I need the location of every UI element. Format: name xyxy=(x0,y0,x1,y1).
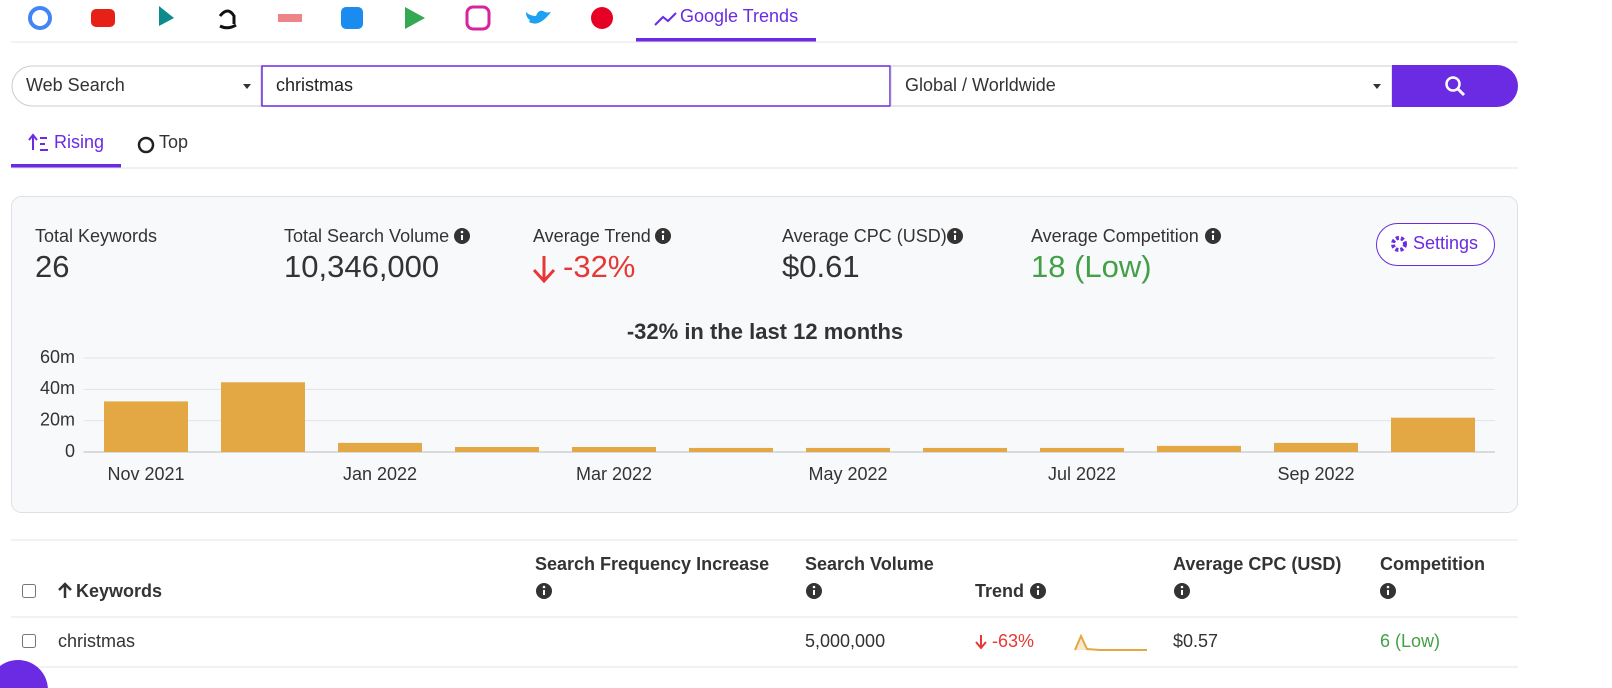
bar xyxy=(455,446,539,452)
stat-label: Total Keywords xyxy=(35,226,157,246)
chat-button[interactable] xyxy=(0,660,48,688)
column-header[interactable]: Search Volume xyxy=(805,554,934,574)
rising-icon xyxy=(28,133,48,151)
bar xyxy=(221,382,305,452)
x-tick-label: Sep 2022 xyxy=(1277,464,1354,484)
x-tick-label: Mar 2022 xyxy=(576,464,652,484)
mode-underline xyxy=(11,164,121,168)
column-header[interactable]: Trend xyxy=(975,581,1024,601)
y-tick-label: 0 xyxy=(65,441,75,461)
tab-underline xyxy=(636,38,816,42)
bar xyxy=(1391,417,1475,452)
stat-value: 10,346,000 xyxy=(284,249,439,284)
checkbox[interactable] xyxy=(22,584,36,598)
instagram-icon[interactable] xyxy=(465,5,491,31)
sort-icon xyxy=(58,582,72,598)
column-header[interactable]: Competition xyxy=(1380,554,1485,574)
info-icon xyxy=(1036,585,1040,589)
gear-icon xyxy=(1391,236,1407,252)
twitter-icon[interactable] xyxy=(526,10,551,24)
down-arrow xyxy=(975,635,987,650)
info-icon xyxy=(812,585,816,589)
down-arrow xyxy=(532,256,556,284)
location[interactable]: Global / Worldwide xyxy=(905,75,1056,95)
search-type[interactable]: Web Search xyxy=(26,75,125,95)
stats: Total Keywords 26 Total Search Volume 10,34… xyxy=(35,226,1221,284)
search-icon xyxy=(1456,87,1466,97)
mode-tab[interactable]: Top xyxy=(159,132,188,152)
info-icon xyxy=(1180,585,1184,589)
fire-icon xyxy=(137,136,155,154)
stat-label: Average Competition xyxy=(1031,226,1199,246)
info-icon xyxy=(460,230,464,234)
bar xyxy=(338,442,422,452)
appstore-icon[interactable] xyxy=(341,7,363,29)
search-type-select[interactable] xyxy=(11,65,262,107)
caret xyxy=(1373,84,1381,89)
search-button[interactable] xyxy=(1392,65,1518,107)
stat-label: Average Trend xyxy=(533,226,651,246)
bar xyxy=(923,447,1007,452)
stat-value: $0.61 xyxy=(782,249,860,284)
play-icon[interactable] xyxy=(405,7,425,29)
x-tick-label: May 2022 xyxy=(808,464,887,484)
search-icon xyxy=(1445,76,1461,92)
bar xyxy=(1274,442,1358,452)
bar xyxy=(572,446,656,452)
y-tick-label: 20m xyxy=(40,409,75,429)
mode-tab[interactable]: Rising xyxy=(54,132,104,152)
search-volume: 5,000,000 xyxy=(805,631,885,651)
bing-icon[interactable] xyxy=(159,6,174,26)
bar xyxy=(1157,445,1241,452)
info-icon xyxy=(1386,585,1390,589)
bar xyxy=(806,447,890,452)
column-header[interactable]: Average CPC (USD) xyxy=(1173,554,1341,574)
column-header[interactable]: Search Frequency Increase xyxy=(535,554,769,574)
settings-label[interactable]: Settings xyxy=(1413,233,1478,253)
column-header[interactable]: Keywords xyxy=(76,581,162,601)
nav-icons[interactable] xyxy=(28,5,677,31)
bar xyxy=(1040,447,1124,452)
stat-value: 18 (Low) xyxy=(1031,249,1152,284)
google-icon[interactable] xyxy=(28,6,52,30)
x-tick-label: Jul 2022 xyxy=(1048,464,1116,484)
info-icon xyxy=(953,230,957,234)
caret xyxy=(243,84,251,89)
settings-button[interactable] xyxy=(1376,223,1495,266)
nav-tab[interactable]: Google Trends xyxy=(680,6,798,26)
stats-card xyxy=(11,196,1518,513)
y-tick-label: 60m xyxy=(40,347,75,367)
ebay-icon[interactable] xyxy=(278,14,302,22)
info-icon xyxy=(1211,230,1215,234)
keyword: christmas xyxy=(58,631,135,651)
location-select[interactable] xyxy=(890,65,1393,107)
x-tick-label: Jan 2022 xyxy=(343,464,417,484)
bar xyxy=(689,447,773,452)
chart: 0 20m 40m 60m Nov 2021 Jan 2022 Mar 2022 May 20… xyxy=(40,347,1495,484)
cpc: $0.57 xyxy=(1173,631,1218,651)
checkbox[interactable] xyxy=(22,634,36,648)
chart-title: -32% in the last 12 months xyxy=(627,319,903,344)
info-icons xyxy=(536,583,1396,599)
youtube-icon[interactable] xyxy=(91,9,115,27)
info-icon xyxy=(542,585,546,589)
competition: 6 (Low) xyxy=(1380,631,1440,651)
trend: -63% xyxy=(992,631,1034,651)
search-input[interactable] xyxy=(261,65,891,107)
trends-icon xyxy=(654,12,677,26)
amazon-icon[interactable] xyxy=(218,9,237,30)
stat-value: 26 xyxy=(35,249,69,284)
stat-label: Average CPC (USD) xyxy=(782,226,947,246)
y-tick-label: 40m xyxy=(40,378,75,398)
stat-value: -32% xyxy=(563,249,635,284)
pinterest-icon[interactable] xyxy=(591,7,613,29)
x-tick-label: Nov 2021 xyxy=(107,464,184,484)
stat-label: Total Search Volume xyxy=(284,226,449,246)
sparkline xyxy=(1074,633,1147,651)
info-icon xyxy=(661,230,665,234)
search-query[interactable]: christmas xyxy=(276,75,353,95)
bar xyxy=(104,401,188,452)
